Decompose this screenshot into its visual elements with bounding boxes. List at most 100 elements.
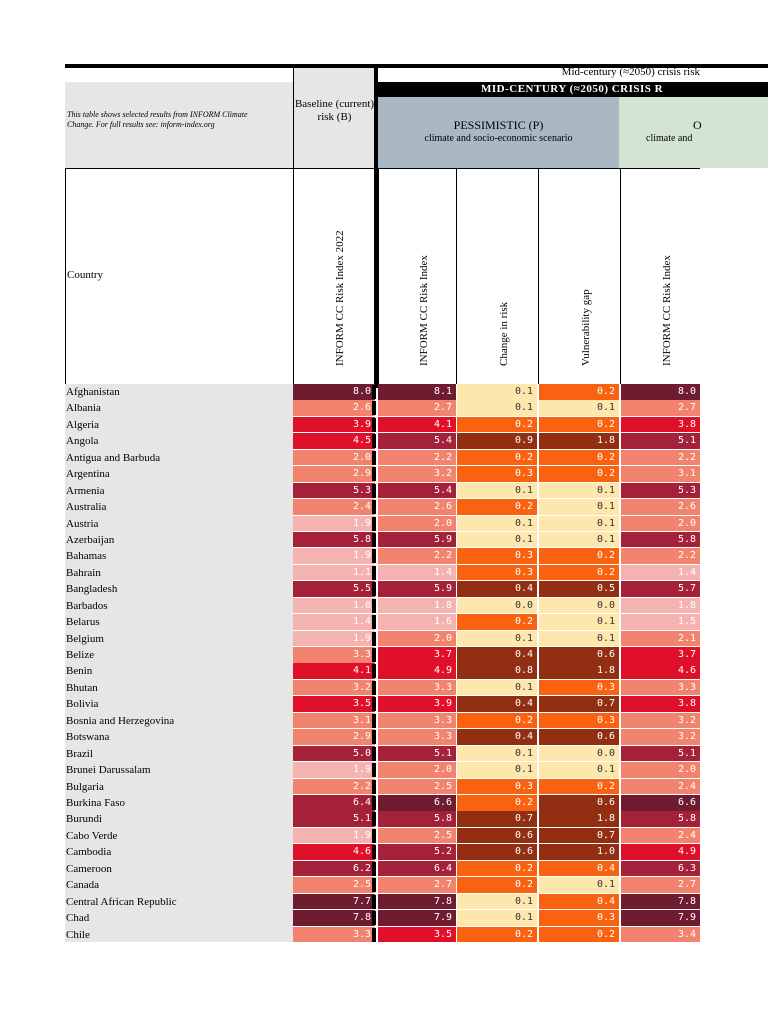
value-cell-c: 0.3: [457, 564, 537, 581]
table-row: Benin 4.1 4.9 0.8 1.8 4.6: [65, 663, 765, 680]
baseline-divider-marker: [372, 532, 376, 547]
value-cell-c: 0.2: [457, 614, 537, 630]
value-cell-c: 0.2: [457, 499, 537, 515]
value-cell-p: 5.8: [378, 811, 456, 827]
value-cell-b: 7.8: [293, 910, 375, 926]
value-cell-v: 1.8: [539, 811, 619, 827]
baseline-divider-marker: [372, 713, 376, 728]
value-cell-o: 2.7: [621, 877, 700, 893]
value-cell-o: 1.5: [621, 614, 700, 630]
baseline-divider-marker: [372, 828, 376, 843]
optimistic-title: O: [693, 118, 702, 132]
value-cell-v: 0.4: [539, 893, 619, 910]
value-cell-p: 3.7: [378, 647, 456, 663]
country-name: Chile: [66, 928, 90, 941]
value-cell-o: 7.9: [621, 910, 700, 926]
value-cell-v: 0.3: [539, 679, 619, 696]
value-cell-o: 3.8: [621, 416, 700, 433]
value-cell-c: 0.2: [457, 926, 537, 943]
value-cell-c: 0.3: [457, 548, 537, 564]
value-cell-o: 5.3: [621, 482, 700, 499]
table-row: Canada 2.5 2.7 0.2 0.1 2.7: [65, 877, 765, 894]
value-cell-c: 0.4: [457, 647, 537, 663]
value-cell-v: 0.1: [539, 515, 619, 532]
value-cell-c: 0.2: [457, 449, 537, 466]
p-vuln-label: Vulnerability gap: [579, 289, 592, 366]
value-cell-b: 3.2: [293, 679, 375, 696]
value-cell-p: 1.4: [378, 564, 456, 581]
value-cell-b: 3.1: [293, 712, 375, 729]
value-cell-p: 5.9: [378, 581, 456, 597]
baseline-divider-marker: [372, 615, 376, 630]
table-row: Brunei Darussalam 1.9 2.0 0.1 0.1 2.0: [65, 762, 765, 779]
table-row: Cameroon 6.2 6.4 0.2 0.4 6.3: [65, 860, 765, 878]
crisis-risk-banner-text: MID-CENTURY (≈2050) CRISIS R: [481, 83, 664, 95]
value-cell-p: 2.7: [378, 400, 456, 416]
value-cell-o: 4.6: [621, 663, 700, 679]
value-cell-p: 4.9: [378, 663, 456, 679]
value-cell-o: 3.1: [621, 466, 700, 482]
baseline-divider-marker: [372, 861, 376, 876]
value-cell-o: 2.2: [621, 548, 700, 564]
baseline-divider-marker: [372, 434, 376, 449]
value-cell-c: 0.2: [457, 416, 537, 433]
value-cell-c: 0.2: [457, 877, 537, 893]
country-name: Belarus: [66, 616, 100, 629]
baseline-divider-marker: [372, 648, 376, 663]
value-cell-o: 3.3: [621, 679, 700, 696]
value-cell-c: 0.2: [457, 712, 537, 729]
value-cell-o: 1.4: [621, 564, 700, 581]
country-name: Cameroon: [66, 862, 112, 875]
value-cell-v: 1.8: [539, 433, 619, 449]
value-cell-o: 6.3: [621, 860, 700, 877]
value-cell-b: 3.5: [293, 696, 375, 712]
value-cell-o: 2.2: [621, 449, 700, 466]
table-row: Chile 3.3 3.5 0.2 0.2 3.4: [65, 926, 765, 944]
baseline-divider-marker: [372, 680, 376, 695]
pessimistic-header: PESSIMISTIC (P) climate and socio-econom…: [378, 97, 619, 168]
value-cell-c: 0.1: [457, 515, 537, 532]
table-row: Belarus 1.4 1.6 0.2 0.1 1.5: [65, 614, 765, 631]
table-row: Bahrain 1.1 1.4 0.3 0.2 1.4: [65, 564, 765, 582]
value-cell-p: 1.8: [378, 597, 456, 614]
value-cell-b: 1.4: [293, 614, 375, 630]
value-cell-v: 0.5: [539, 581, 619, 597]
country-name: Burkina Faso: [66, 797, 125, 809]
value-cell-b: 1.1: [293, 564, 375, 581]
value-cell-p: 3.3: [378, 712, 456, 729]
table-row: Argentina 2.9 3.2 0.3 0.2 3.1: [65, 466, 765, 483]
baseline-divider-marker: [372, 417, 376, 432]
baseline-divider-marker: [372, 664, 376, 679]
country-name: Azerbaijan: [66, 533, 115, 546]
table-row: Algeria 3.9 4.1 0.2 0.2 3.8: [65, 416, 765, 434]
baseline-divider-marker: [372, 483, 376, 498]
country-name: Bahrain: [66, 566, 101, 579]
country-name: Australia: [66, 501, 107, 514]
country-name: Brunei Darussalam: [66, 764, 151, 777]
value-cell-p: 1.6: [378, 614, 456, 630]
baseline-divider-marker: [372, 894, 376, 909]
value-cell-o: 5.8: [621, 811, 700, 827]
baseline-divider-marker: [372, 467, 376, 482]
crisis-risk-banner: MID-CENTURY (≈2050) CRISIS R: [378, 82, 768, 97]
value-cell-b: 1.9: [293, 762, 375, 778]
value-cell-p: 5.2: [378, 844, 456, 860]
value-cell-b: 1.8: [293, 597, 375, 614]
value-cell-p: 2.5: [378, 778, 456, 795]
mid-century-label: Mid-century (≈2050) crisis risk: [561, 66, 700, 78]
country-name: Cambodia: [66, 846, 112, 859]
value-cell-b: 6.2: [293, 860, 375, 877]
value-cell-o: 4.9: [621, 844, 700, 860]
value-cell-o: 3.2: [621, 712, 700, 729]
country-name: Belgium: [66, 632, 104, 645]
table-row: Armenia 5.3 5.4 0.1 0.1 5.3: [65, 482, 765, 500]
value-cell-c: 0.9: [457, 433, 537, 449]
baseline-divider-marker: [372, 746, 376, 761]
country-name: Brazil: [66, 747, 93, 760]
table-row: Angola 4.5 5.4 0.9 1.8 5.1: [65, 433, 765, 450]
value-cell-b: 5.0: [293, 745, 375, 762]
value-cell-b: 2.9: [293, 729, 375, 745]
optimistic-subtitle: climate and: [646, 133, 693, 144]
value-cell-c: 0.2: [457, 795, 537, 811]
country-name: Burundi: [66, 813, 103, 826]
